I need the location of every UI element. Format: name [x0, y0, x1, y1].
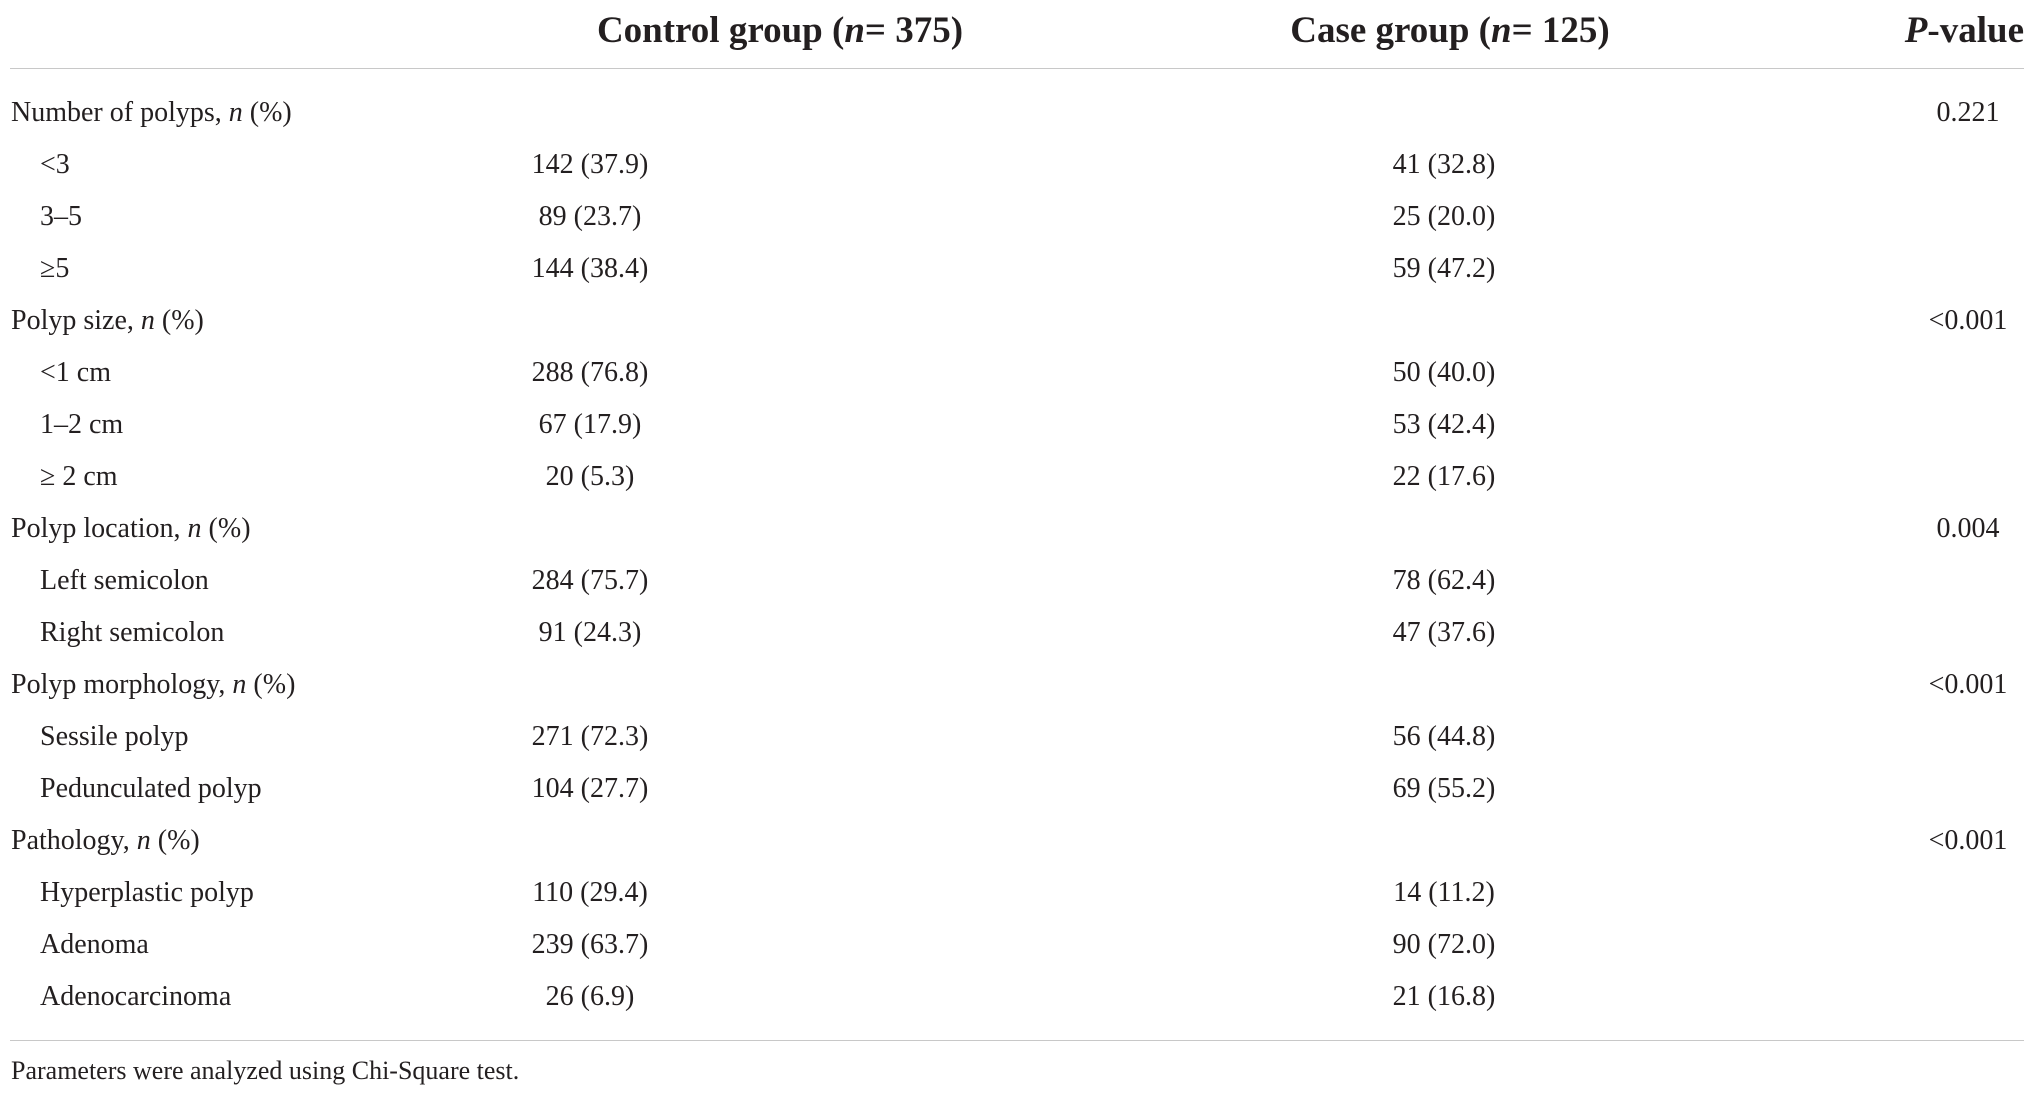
case-value: 22 (17.6)	[1392, 461, 1496, 492]
section-label-text: Polyp location,	[11, 513, 188, 544]
section-label-suffix: (%)	[246, 669, 296, 700]
header-p-suffix: -value	[1927, 9, 2024, 51]
row-label: <3	[40, 149, 70, 180]
table-row: ≥ 2 cm 20 (5.3) 22 (17.6)	[0, 457, 2030, 509]
case-value: 53 (42.4)	[1392, 409, 1496, 440]
p-value: <0.001	[1928, 669, 2008, 700]
section-row: Polyp morphology, n (%) <0.001	[0, 665, 2030, 717]
row-label: 1–2 cm	[40, 409, 124, 440]
row-label: Right semicolon	[40, 617, 225, 648]
header-control-suffix: = 375)	[864, 9, 964, 51]
header-case-n: n	[1491, 9, 1512, 51]
case-value: 56 (44.8)	[1392, 721, 1496, 752]
section-label-suffix: (%)	[150, 825, 200, 856]
table-row: <1 cm 288 (76.8) 50 (40.0)	[0, 353, 2030, 405]
row-label: Pedunculated polyp	[40, 773, 262, 804]
section-label-suffix: (%)	[201, 513, 251, 544]
header-case-group: Case group (n = 125)	[1140, 0, 1760, 60]
section-row: Polyp location, n (%) 0.004	[0, 509, 2030, 561]
control-value: 20 (5.3)	[545, 461, 635, 492]
table-body: Number of polyps, n (%) 0.221 <3 142 (37.9)…	[0, 93, 2030, 1029]
section-label-text: Polyp size,	[11, 305, 141, 336]
p-value: <0.001	[1928, 305, 2008, 336]
section-label-n: n	[228, 97, 243, 128]
table-row: ≥5 144 (38.4) 59 (47.2)	[0, 249, 2030, 301]
table-row: Right semicolon 91 (24.3) 47 (37.6)	[0, 613, 2030, 665]
case-value: 47 (37.6)	[1392, 617, 1496, 648]
footer-divider	[10, 1040, 2024, 1041]
row-label: 3–5	[40, 201, 82, 232]
section-label-n: n	[136, 825, 151, 856]
control-value: 67 (17.9)	[538, 409, 642, 440]
section-label: Pathology, n (%)	[11, 821, 200, 861]
table-footnote: Parameters were analyzed using Chi-Squar…	[11, 1056, 520, 1085]
case-value: 14 (11.2)	[1393, 877, 1495, 908]
header-p-value: P -value	[1880, 0, 2030, 60]
header-control-n: n	[844, 9, 865, 51]
table-row: Sessile polyp 271 (72.3) 56 (44.8)	[0, 717, 2030, 769]
table-row: Adenoma 239 (63.7) 90 (72.0)	[0, 925, 2030, 977]
control-value: 110 (29.4)	[532, 877, 648, 908]
p-value: 0.004	[1936, 513, 2000, 544]
control-value: 144 (38.4)	[531, 253, 649, 284]
control-value: 288 (76.8)	[531, 357, 649, 388]
case-value: 41 (32.8)	[1392, 149, 1496, 180]
header-control-group: Control group (n = 375)	[470, 0, 1090, 60]
table-row: 1–2 cm 67 (17.9) 53 (42.4)	[0, 405, 2030, 457]
table-row: 3–5 89 (23.7) 25 (20.0)	[0, 197, 2030, 249]
control-value: 91 (24.3)	[538, 617, 642, 648]
section-label-text: Polyp morphology,	[11, 669, 233, 700]
section-row: Number of polyps, n (%) 0.221	[0, 93, 2030, 145]
section-row: Polyp size, n (%) <0.001	[0, 301, 2030, 353]
row-label: Left semicolon	[40, 565, 209, 596]
section-label-text: Number of polyps,	[11, 97, 229, 128]
control-value: 26 (6.9)	[545, 981, 635, 1012]
row-label: Sessile polyp	[40, 721, 189, 752]
case-value: 59 (47.2)	[1392, 253, 1496, 284]
section-label: Polyp morphology, n (%)	[11, 665, 295, 705]
section-label-text: Pathology,	[11, 825, 137, 856]
case-value: 50 (40.0)	[1392, 357, 1496, 388]
table-row: Left semicolon 284 (75.7) 78 (62.4)	[0, 561, 2030, 613]
row-label: Adenocarcinoma	[40, 981, 232, 1012]
header-case-prefix: Case group (	[1290, 9, 1492, 51]
header-case-suffix: = 125)	[1511, 9, 1610, 51]
control-value: 239 (63.7)	[531, 929, 649, 960]
table-row: Pedunculated polyp 104 (27.7) 69 (55.2)	[0, 769, 2030, 821]
control-value: 142 (37.9)	[531, 149, 649, 180]
case-value: 90 (72.0)	[1392, 929, 1496, 960]
p-value: <0.001	[1928, 825, 2008, 856]
row-label: Hyperplastic polyp	[40, 877, 254, 908]
row-label: ≥5	[40, 253, 70, 284]
case-value: 78 (62.4)	[1392, 565, 1496, 596]
control-value: 271 (72.3)	[531, 721, 649, 752]
p-value: 0.221	[1936, 97, 2000, 128]
row-label: <1 cm	[40, 357, 111, 388]
section-label-suffix: (%)	[154, 305, 204, 336]
section-label-n: n	[187, 513, 202, 544]
control-value: 284 (75.7)	[531, 565, 649, 596]
section-row: Pathology, n (%) <0.001	[0, 821, 2030, 873]
header-p-italic: P	[1904, 9, 1928, 51]
table-row: <3 142 (37.9) 41 (32.8)	[0, 145, 2030, 197]
case-value: 25 (20.0)	[1392, 201, 1496, 232]
section-label: Polyp location, n (%)	[11, 509, 251, 549]
control-value: 104 (27.7)	[531, 773, 649, 804]
section-label-n: n	[232, 669, 247, 700]
table-row: Adenocarcinoma 26 (6.9) 21 (16.8)	[0, 977, 2030, 1029]
section-label: Polyp size, n (%)	[11, 301, 204, 341]
header-control-prefix: Control group (	[596, 9, 845, 51]
control-value: 89 (23.7)	[538, 201, 642, 232]
case-value: 69 (55.2)	[1392, 773, 1496, 804]
section-label: Number of polyps, n (%)	[11, 93, 292, 133]
section-label-suffix: (%)	[242, 97, 292, 128]
row-label: Adenoma	[40, 929, 149, 960]
case-value: 21 (16.8)	[1392, 981, 1496, 1012]
section-label-n: n	[140, 305, 155, 336]
row-label: ≥ 2 cm	[40, 461, 118, 492]
table-row: Hyperplastic polyp 110 (29.4) 14 (11.2)	[0, 873, 2030, 925]
header-divider	[10, 68, 2024, 69]
